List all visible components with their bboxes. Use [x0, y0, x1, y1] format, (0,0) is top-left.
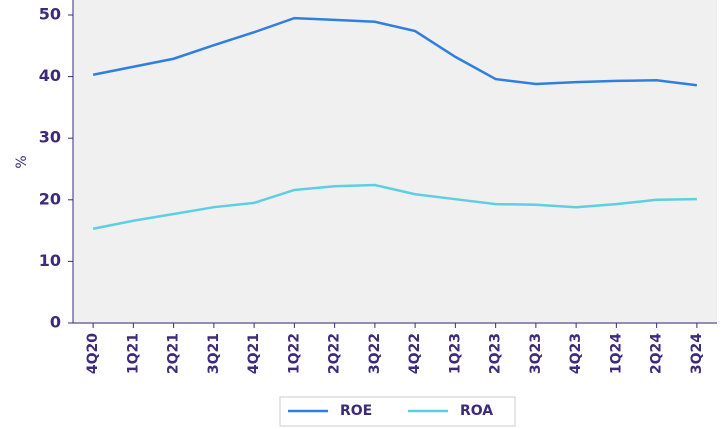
y-tick-label: 40: [39, 66, 61, 85]
x-tick-label: 2Q22: [327, 333, 343, 374]
legend-label: ROE: [340, 403, 372, 419]
y-axis-label: %: [14, 155, 30, 168]
x-tick-label: 1Q24: [608, 333, 624, 374]
x-tick-label: 4Q20: [85, 333, 101, 374]
plot-area: [73, 0, 717, 324]
x-tick-label: 3Q22: [367, 333, 383, 374]
y-tick-label: 50: [39, 5, 61, 24]
x-tick-label: 3Q21: [206, 333, 222, 374]
x-tick-label: 4Q21: [246, 333, 262, 374]
line-series: [92, 16, 698, 87]
legend-label: ROA: [460, 403, 493, 419]
x-tick-label: 1Q21: [125, 333, 141, 374]
x-tick-label: 3Q24: [689, 333, 705, 374]
x-tick-label: 2Q21: [166, 333, 182, 374]
x-tick-label: 3Q23: [528, 333, 544, 374]
y-tick-label: 10: [39, 251, 61, 270]
y-tick-label: 30: [39, 128, 61, 147]
x-tick-label: 4Q22: [407, 333, 423, 374]
x-tick-label: 1Q22: [286, 333, 302, 374]
line-series: [92, 183, 697, 230]
x-tick-label: 2Q24: [649, 333, 665, 374]
x-tick-label: 2Q23: [488, 333, 504, 374]
x-tick-label: 4Q23: [568, 333, 584, 374]
y-tick-label: 20: [39, 189, 61, 208]
y-tick-label: 0: [50, 313, 61, 332]
x-tick-label: 1Q23: [447, 333, 463, 374]
